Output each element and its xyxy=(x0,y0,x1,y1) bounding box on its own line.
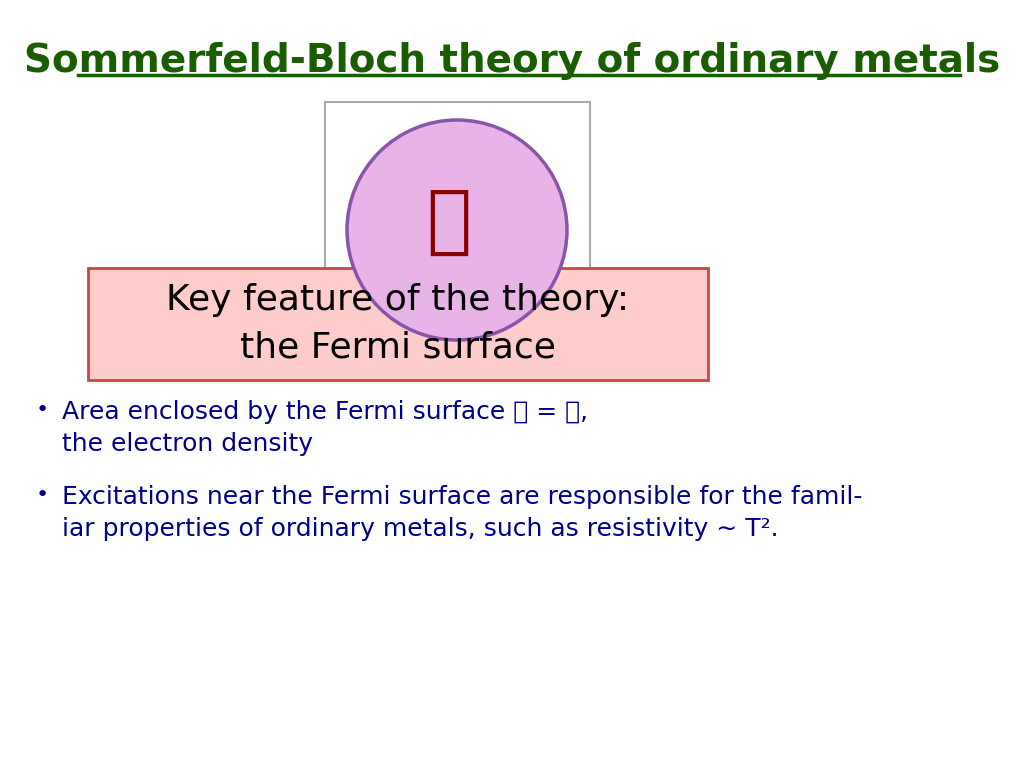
FancyBboxPatch shape xyxy=(325,102,590,360)
Text: Key feature of the theory:
the Fermi surface: Key feature of the theory: the Fermi sur… xyxy=(167,283,630,365)
Text: iar properties of ordinary metals, such as resistivity ∼ T².: iar properties of ordinary metals, such … xyxy=(62,517,778,541)
Circle shape xyxy=(347,120,567,340)
Text: the electron density: the electron density xyxy=(62,432,313,456)
Text: •: • xyxy=(36,400,48,420)
Text: Sommerfeld-Bloch theory of ordinary metals: Sommerfeld-Bloch theory of ordinary meta… xyxy=(24,42,1000,80)
Text: •: • xyxy=(36,485,48,505)
FancyBboxPatch shape xyxy=(88,268,708,380)
Text: Excitations near the Fermi surface are responsible for the famil-: Excitations near the Fermi surface are r… xyxy=(62,485,862,509)
Text: 𝒜: 𝒜 xyxy=(427,186,471,258)
Text: Area enclosed by the Fermi surface 𝒜 = 𝒬,: Area enclosed by the Fermi surface 𝒜 = 𝒬… xyxy=(62,400,588,424)
